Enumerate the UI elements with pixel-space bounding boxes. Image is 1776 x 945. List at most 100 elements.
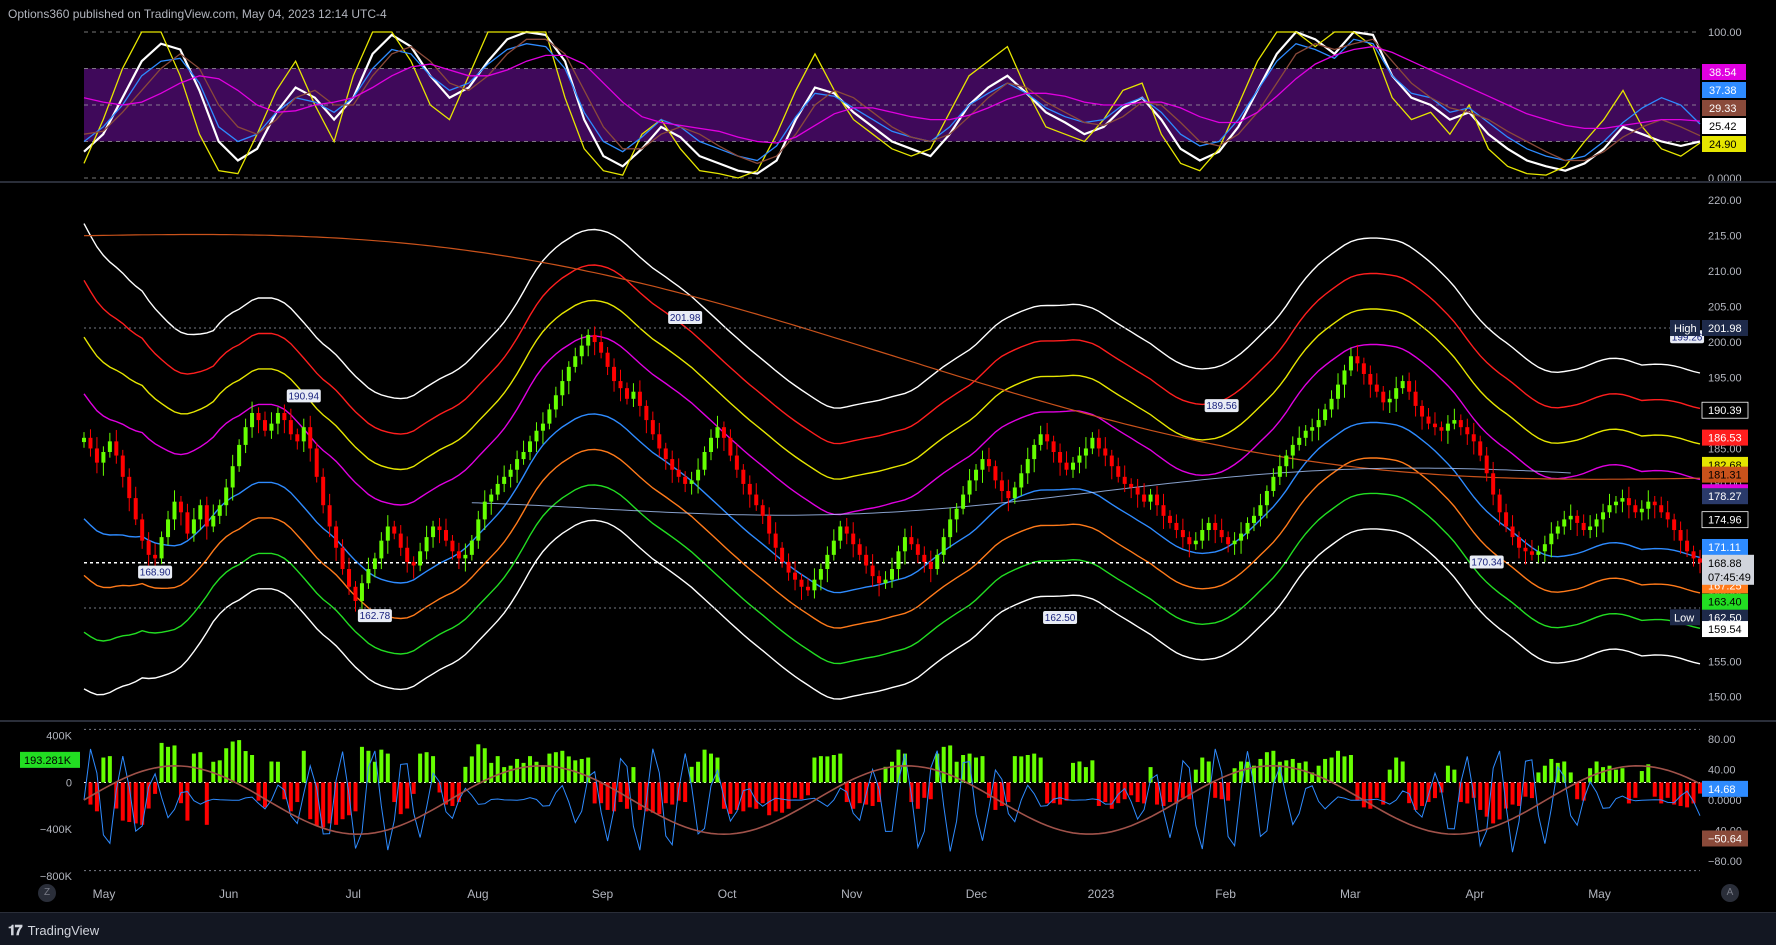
volume-bar [288, 782, 293, 812]
volume-bar [941, 746, 946, 783]
volume-bar [786, 782, 791, 809]
x-tick-label: Nov [841, 887, 862, 901]
candle-body [961, 494, 966, 509]
candle-body [670, 459, 675, 470]
candle-body [986, 459, 991, 467]
candle-body [1303, 430, 1308, 438]
volume-tick-label: 0 [66, 777, 72, 789]
candle-body [489, 494, 494, 502]
volume-bar [1439, 782, 1444, 793]
candle-body [1678, 530, 1683, 541]
volume-bar [1426, 782, 1431, 803]
candle-body [1542, 544, 1547, 552]
candle-body [1290, 444, 1295, 456]
candle-body [540, 423, 545, 431]
candle-body [728, 437, 733, 456]
pivot-label: 162.50 [1045, 613, 1076, 624]
volume-bar [1180, 782, 1185, 798]
candle-body [967, 480, 972, 495]
volume-bar [1387, 769, 1392, 783]
volume-bar [1445, 765, 1450, 783]
stoch-value-label: 37.38 [1709, 85, 1737, 97]
x-tick-label: Oct [718, 887, 737, 901]
candle-body [1277, 466, 1282, 477]
volume-bar [1277, 761, 1282, 783]
band-value-tag [1702, 593, 1748, 610]
candle-body [437, 526, 442, 531]
candle-body [586, 334, 591, 346]
volume-bar [1245, 761, 1250, 783]
auto-scale-button[interactable]: A [1721, 884, 1739, 902]
tradingview-logo[interactable]: 𝟏𝟕 TradingView [8, 922, 99, 939]
volume-bar [495, 756, 500, 783]
volume-bar [1458, 782, 1463, 803]
candle-body [1129, 483, 1134, 488]
volume-bar [359, 746, 364, 783]
candle-body [418, 551, 423, 566]
candle-body [1685, 540, 1690, 552]
candle-body [767, 515, 772, 534]
chart-canvas[interactable]: 100.00 0.0000 38.54 37.38 29.33 25.42 24.90 16… [0, 28, 1776, 912]
volume-bar [385, 753, 390, 783]
candle-body [178, 501, 183, 513]
candle-body [1381, 391, 1386, 403]
candle-body [1471, 434, 1476, 442]
candle-body [657, 434, 662, 449]
candle-body [515, 459, 520, 470]
x-tick-label: Jul [346, 887, 361, 901]
stoch-series-line [83, 38, 1701, 165]
volume-bar [295, 782, 300, 803]
countdown-label: 07:45:49 [1708, 572, 1751, 584]
envelope-band-line [83, 448, 1701, 629]
volume-bar [1601, 767, 1606, 783]
volume-bar [379, 749, 384, 783]
volume-bar [443, 782, 448, 805]
candle-body [1504, 512, 1509, 527]
pivot-label: 162.78 [360, 611, 391, 622]
volume-bar [508, 765, 513, 783]
candle-body [1588, 526, 1593, 531]
candle-body [295, 434, 300, 442]
volume-bar [883, 766, 888, 783]
volume-bar [1368, 782, 1373, 809]
volume-bar [1504, 782, 1509, 809]
volume-bar [1555, 762, 1560, 783]
volume-bar [1452, 769, 1457, 783]
volume-bar [1465, 782, 1470, 804]
candle-body [146, 540, 151, 555]
volume-bar [831, 755, 836, 783]
volume-bar [1523, 782, 1528, 797]
volume-bar [799, 782, 804, 800]
candle-body [683, 476, 688, 484]
volume-bar [637, 782, 642, 810]
x-tick-label: May [1588, 887, 1611, 901]
volume-bar [230, 741, 235, 783]
volume-bar [1187, 782, 1192, 800]
volume-current-tag [20, 751, 80, 768]
candle-body [624, 388, 629, 399]
momentum-tick-label: 40.00 [1708, 765, 1736, 777]
candle-body [1510, 526, 1515, 538]
candle-body [140, 519, 145, 541]
volume-bar [540, 765, 545, 783]
volume-bar [650, 782, 655, 813]
volume-bar [935, 753, 940, 783]
zoom-reset-button[interactable]: Z [38, 884, 56, 902]
x-tick-label: Aug [467, 887, 488, 901]
volume-tick-label: 400K [46, 731, 72, 743]
volume-bar [1193, 769, 1198, 783]
candle-body [1478, 441, 1483, 456]
pivot-label: 168.90 [140, 568, 171, 579]
volume-bar [1594, 761, 1599, 783]
candle-body [101, 452, 106, 463]
candle-body [1652, 501, 1657, 506]
volume-bar [612, 782, 617, 812]
price-tick-label: 215.00 [1708, 231, 1742, 243]
candle-body [114, 441, 119, 456]
volume-bar [1549, 758, 1554, 783]
candle-body [1083, 448, 1088, 456]
candle-body [327, 505, 332, 527]
candle-body [1620, 498, 1625, 502]
volume-bar [1626, 782, 1631, 804]
current-price-label: 168.88 [1708, 558, 1742, 570]
